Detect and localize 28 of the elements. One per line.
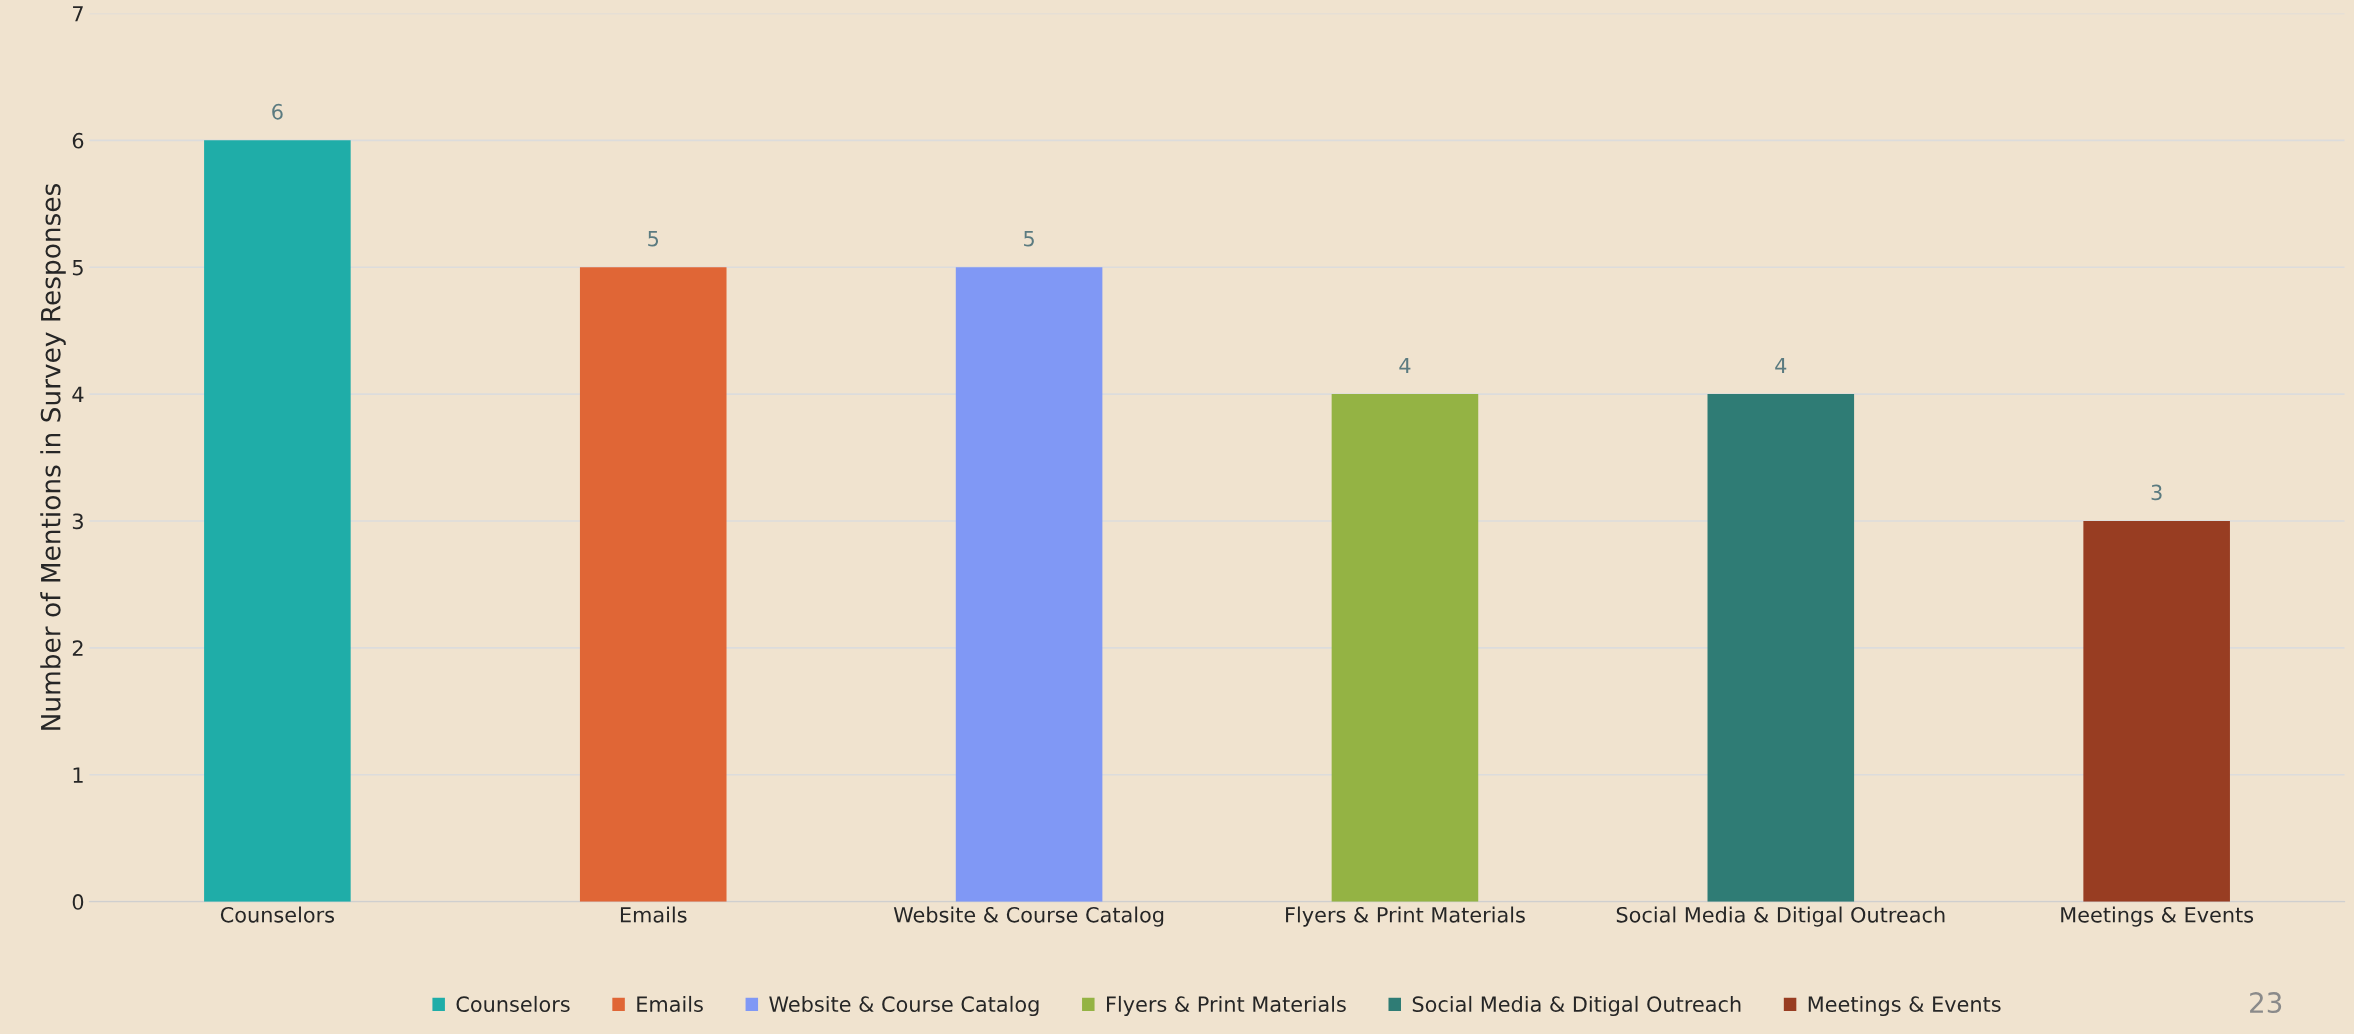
y-tick-label: 5	[72, 259, 83, 276]
x-tick-label: Social Media & Ditigal Outreach	[1616, 906, 1945, 927]
legend-label: Website & Course Catalog	[769, 995, 1039, 1017]
x-tick-label: Emails	[620, 906, 687, 923]
y-axis-title: Number of Mentions in Survey Responses	[40, 183, 66, 730]
data-label: 4	[1399, 357, 1411, 374]
data-label: 5	[1024, 231, 1034, 247]
text: 23	[2250, 992, 2282, 1014]
y-tick-label: 0	[72, 894, 84, 910]
legend-label: Flyers & Print Materials	[1107, 995, 1346, 1017]
y-tick-label: 4	[72, 386, 84, 403]
y-tick-label: 1	[73, 767, 83, 783]
y-tick-label: 7	[73, 6, 83, 22]
legend-label: Meetings & Events	[1808, 995, 2001, 1017]
y-tick-label: 2	[72, 640, 83, 656]
data-label: 3	[2151, 484, 2162, 501]
y-tick-label: 3	[72, 513, 83, 530]
legend-label: Counselors	[456, 995, 570, 1013]
data-label: 5	[648, 231, 659, 247]
x-tick-label: Counselors	[220, 906, 335, 923]
legend-label: Social Media & Ditigal Outreach	[1412, 995, 1741, 1017]
x-tick-label: Meetings & Events	[2061, 906, 2254, 927]
x-tick-label: Flyers & Print Materials	[1286, 906, 1525, 927]
x-tick-label: Website & Course Catalog	[893, 906, 1164, 927]
legend-label: Emails	[637, 995, 703, 1013]
data-label: 4	[1775, 357, 1787, 374]
data-label: 6	[272, 103, 283, 120]
y-tick-label: 6	[72, 132, 84, 149]
